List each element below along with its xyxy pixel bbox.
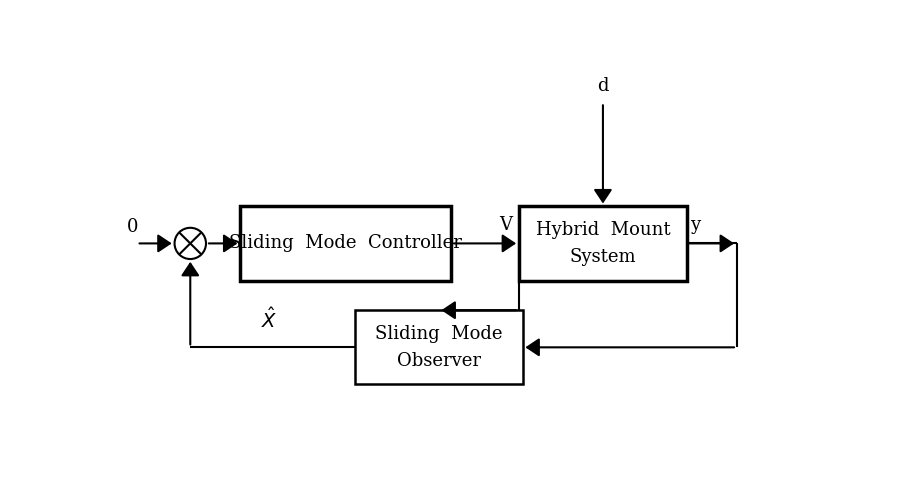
Text: V: V [499, 216, 512, 234]
Text: d: d [597, 77, 609, 95]
Text: Sliding  Mode
Observer: Sliding Mode Observer [375, 325, 502, 370]
Bar [355, 310, 523, 385]
Bar [241, 206, 451, 281]
Text: 0: 0 [127, 218, 139, 236]
Bar [519, 206, 687, 281]
Text: Hybrid  Mount
System: Hybrid Mount System [536, 221, 670, 266]
Text: $\hat{X}$: $\hat{X}$ [261, 307, 278, 332]
Text: Sliding  Mode  Controller: Sliding Mode Controller [230, 234, 462, 253]
Text: y: y [691, 216, 701, 234]
